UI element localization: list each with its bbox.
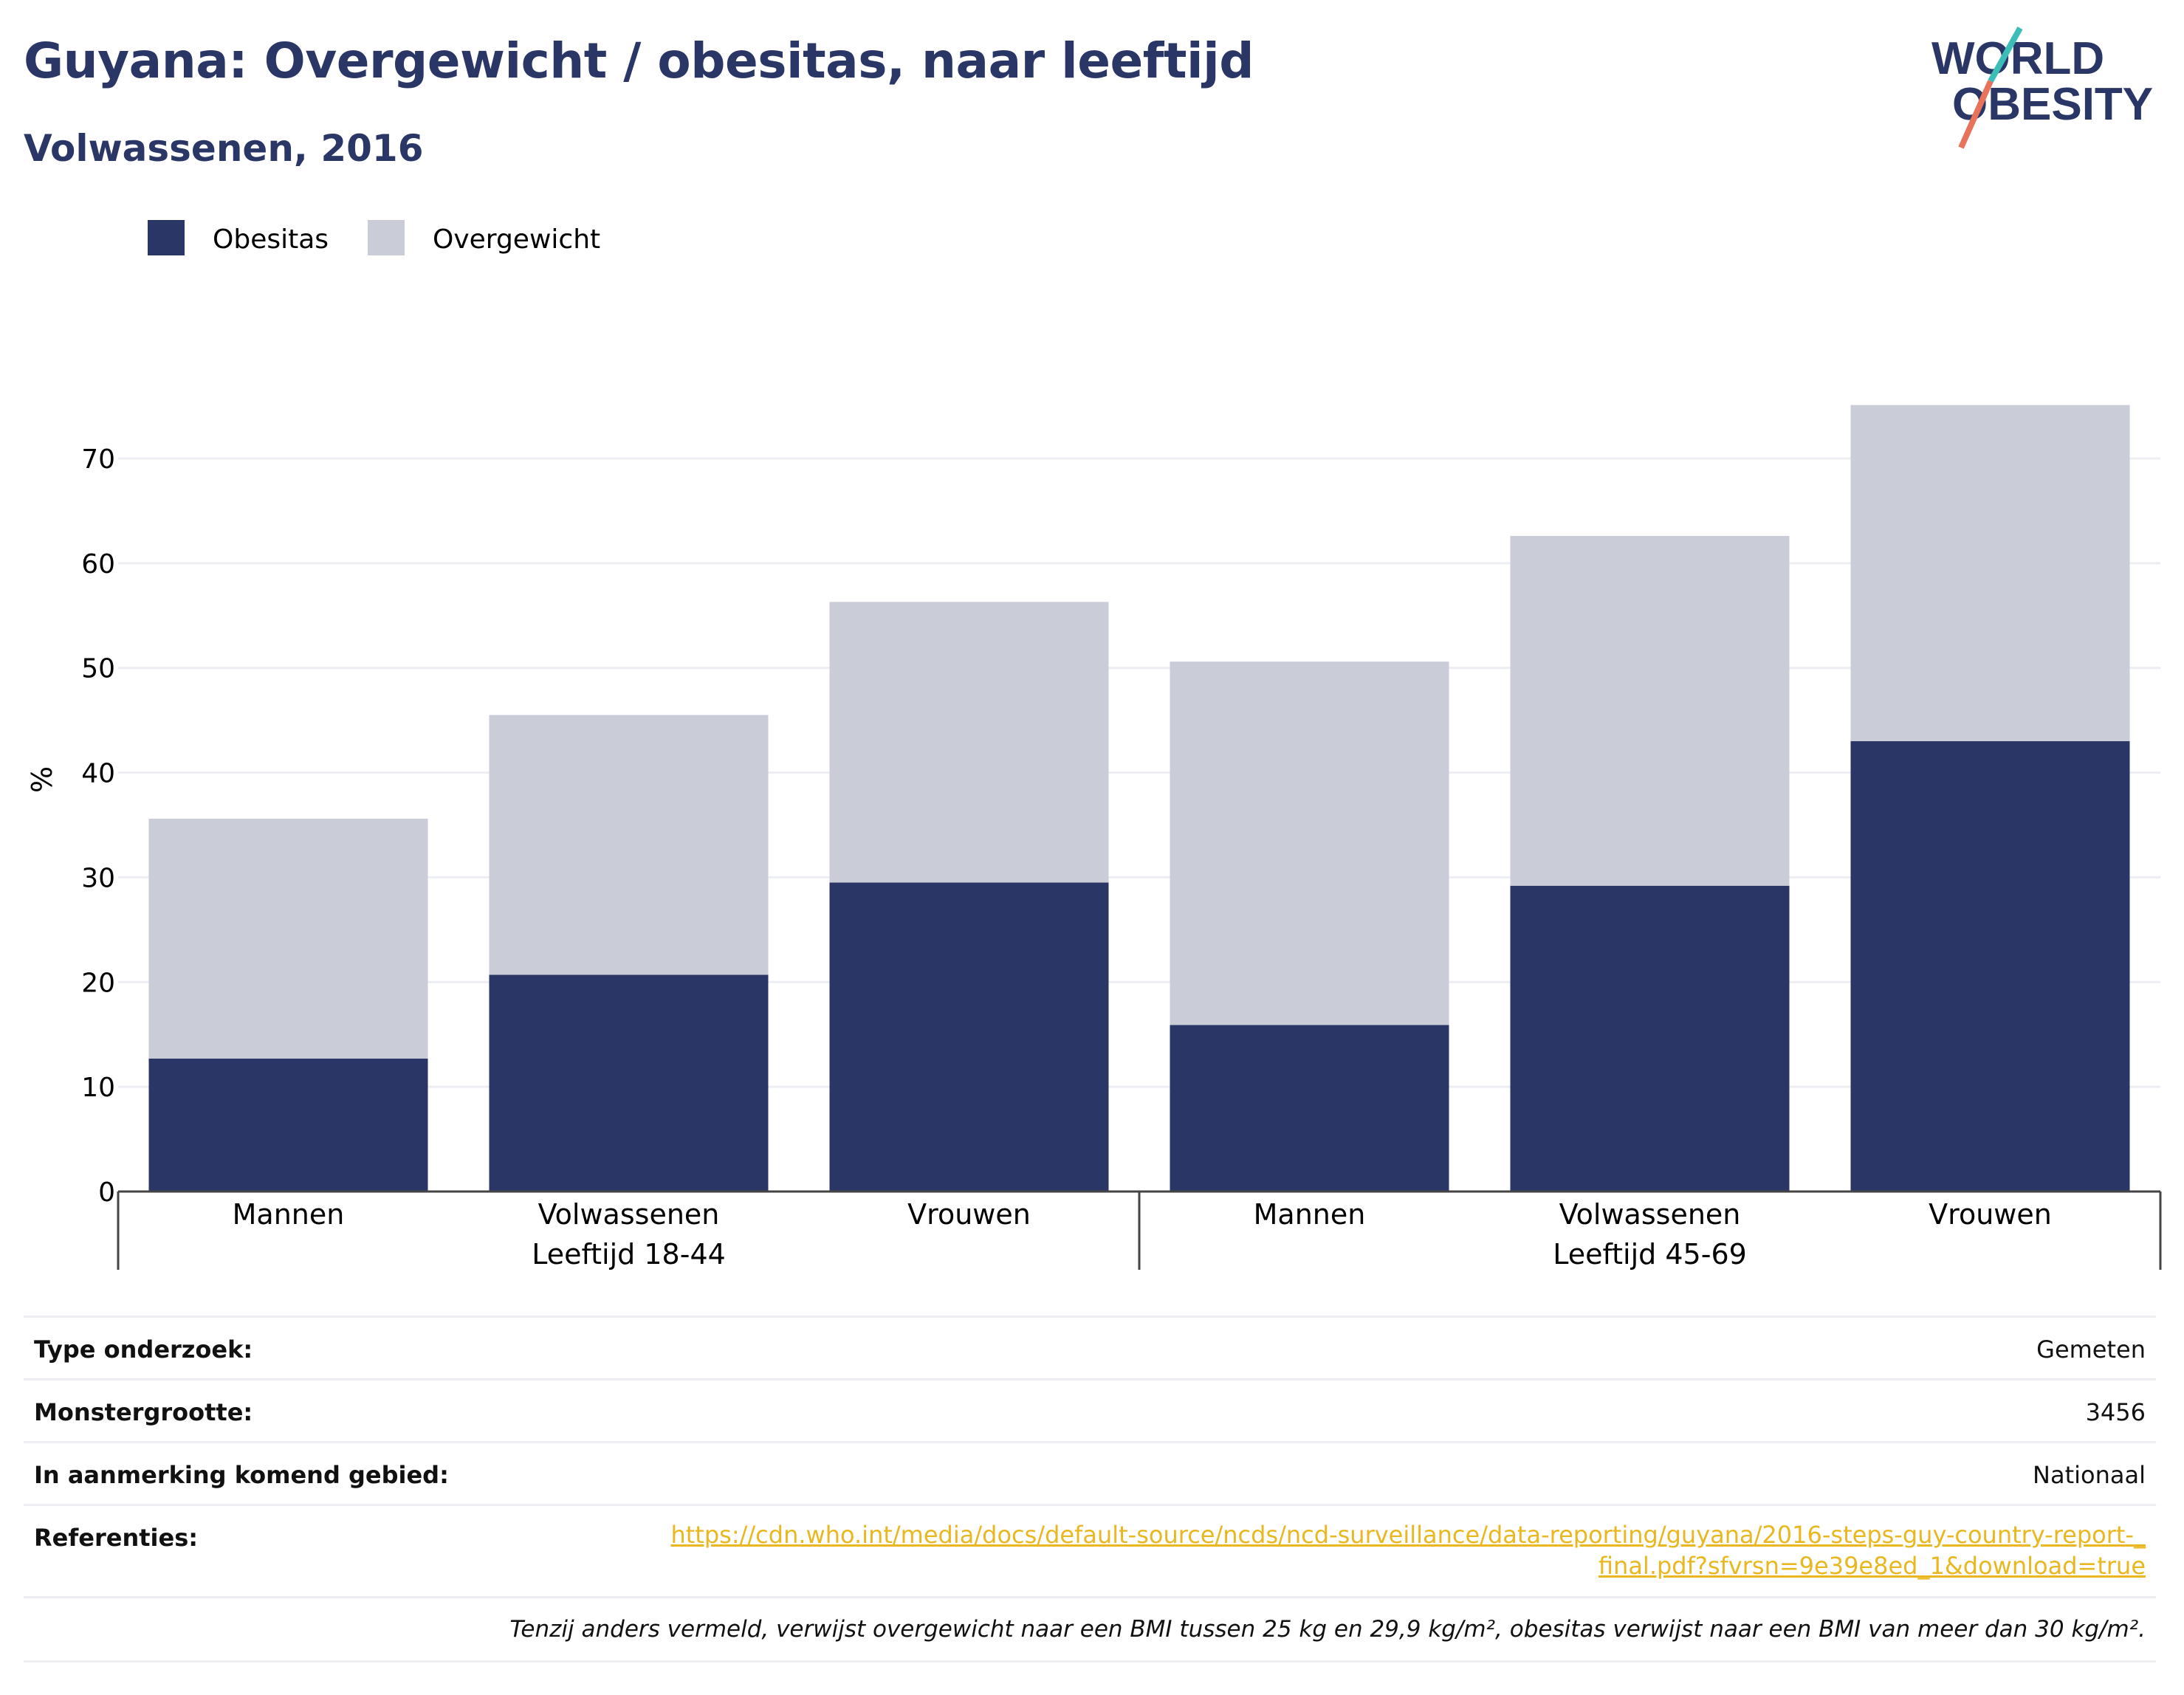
group-label: Leeftijd 18-44 <box>532 1238 726 1271</box>
legend: Obesitas Overgewicht <box>148 220 600 255</box>
bar-overgewicht-5 <box>1850 405 2130 742</box>
legend-swatch-obesitas <box>148 220 185 255</box>
y-tick-label: 20 <box>81 968 115 998</box>
y-tick-label: 70 <box>81 444 115 475</box>
bar-overgewicht-2 <box>829 602 1109 883</box>
y-tick-label: 40 <box>81 759 115 789</box>
legend-label-overgewicht: Overgewicht <box>433 224 600 255</box>
x-tick-label: Vrouwen <box>1929 1198 2052 1231</box>
x-tick-label: Volwassenen <box>538 1198 720 1231</box>
x-tick-label: Mannen <box>1254 1198 1366 1231</box>
world-obesity-logo: WORLD OBESITY <box>1931 27 2153 149</box>
logo-slash-teal <box>1988 27 2023 83</box>
y-tick-label: 0 <box>98 1177 115 1208</box>
bar-obesitas-5 <box>1850 741 2130 1192</box>
bar-obesitas-3 <box>1170 1025 1449 1192</box>
type-label: Type onderzoek: <box>34 1335 253 1364</box>
bar-overgewicht-1 <box>489 715 769 975</box>
bar-obesitas-4 <box>1510 885 1790 1192</box>
legend-swatch-overgewicht <box>368 220 405 255</box>
sample-value: 3456 <box>2085 1398 2146 1426</box>
bar-overgewicht-4 <box>1510 535 1790 886</box>
bar-obesitas-2 <box>829 882 1109 1192</box>
logo-text-world: WORLD <box>1931 33 2104 84</box>
area-value: Nationaal <box>2033 1461 2146 1489</box>
gridlines <box>118 457 2160 1088</box>
y-tick-label: 10 <box>81 1073 115 1103</box>
y-tick-label: 30 <box>81 863 115 893</box>
references-label: Referenties: <box>34 1524 199 1552</box>
chart-title: Guyana: Overgewicht / obesitas, naar lee… <box>24 32 1254 89</box>
y-tick-label: 50 <box>81 654 115 684</box>
type-value: Gemeten <box>2036 1335 2146 1364</box>
info-table: Type onderzoek: Gemeten Monstergrootte: … <box>24 1316 2156 1663</box>
sample-label: Monstergrootte: <box>34 1398 253 1426</box>
logo-slash-coral <box>1958 80 1994 149</box>
info-row-area: In aanmerking komend gebied: Nationaal <box>24 1441 2156 1504</box>
y-axis-label: % <box>26 766 58 793</box>
y-tick-label: 60 <box>81 549 115 580</box>
info-row-sample: Monstergrootte: 3456 <box>24 1378 2156 1441</box>
x-tick-label: Volwassenen <box>1559 1198 1741 1231</box>
info-row-references: Referenties: https://cdn.who.int/media/d… <box>24 1504 2156 1596</box>
x-tick-label: Mannen <box>233 1198 345 1231</box>
bar-obesitas-0 <box>148 1058 428 1192</box>
area-label: In aanmerking komend gebied: <box>34 1461 449 1489</box>
legend-label-obesitas: Obesitas <box>213 224 329 255</box>
info-row-footnote: Tenzij anders vermeld, verwijst overgewi… <box>24 1596 2156 1663</box>
bar-overgewicht-0 <box>148 818 428 1059</box>
axes: 0 10 20 30 40 50 60 70 Mannen Volwassenen Vrouwen M… <box>81 444 2162 1271</box>
x-tick-label: Vrouwen <box>907 1198 1031 1231</box>
stacked-bar-chart: Obesitas Overgewicht 0 10 20 30 40 50 60 70 Mann… <box>26 220 2162 1271</box>
footnote: Tenzij anders vermeld, verwijst overgewi… <box>509 1616 2146 1643</box>
bar-obesitas-1 <box>489 974 769 1192</box>
bar-overgewicht-3 <box>1170 661 1449 1025</box>
reference-link[interactable]: https://cdn.who.int/media/docs/default-s… <box>670 1521 2146 1580</box>
bars <box>148 405 2130 1192</box>
info-row-type: Type onderzoek: Gemeten <box>24 1316 2156 1378</box>
group-label: Leeftijd 45-69 <box>1553 1238 1747 1271</box>
chart-subtitle: Volwassenen, 2016 <box>24 127 424 170</box>
